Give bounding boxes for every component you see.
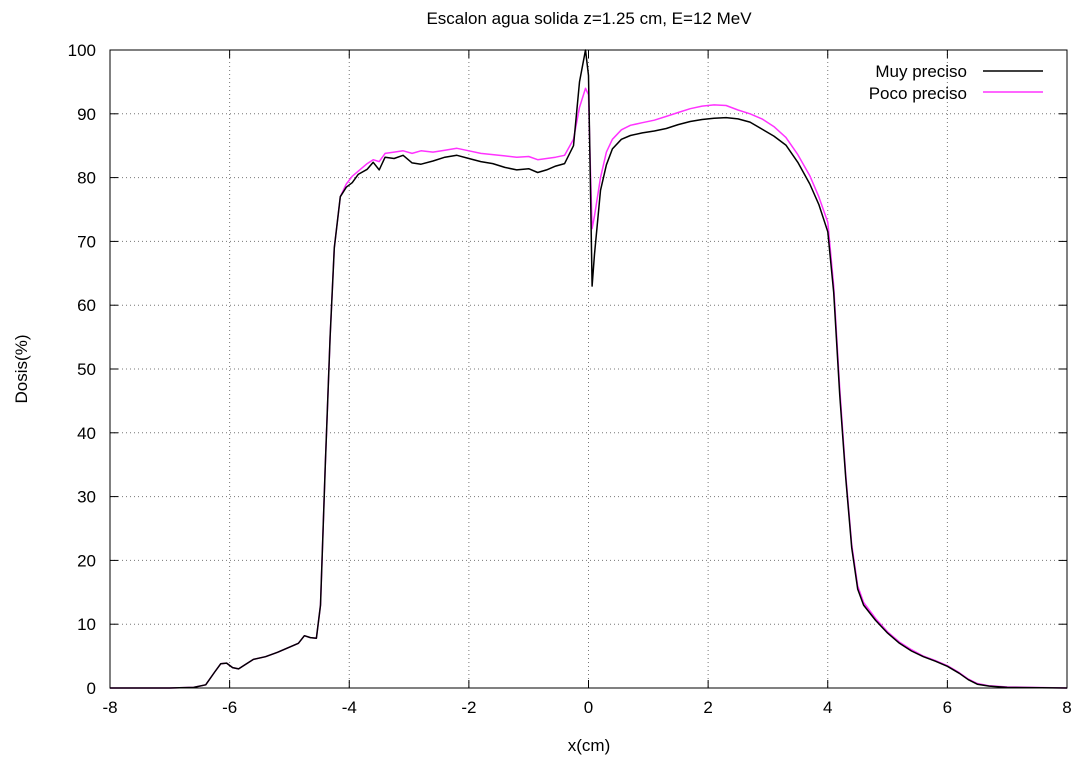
y-tick-label: 0 xyxy=(87,679,96,698)
legend: Muy preciso Poco preciso xyxy=(869,62,1043,103)
x-tick-label: 6 xyxy=(943,698,952,717)
y-tick-label: 20 xyxy=(77,551,96,570)
x-tick-label: 0 xyxy=(584,698,593,717)
plot-frame xyxy=(109,49,1068,689)
y-tick-label: 50 xyxy=(77,360,96,379)
y-tick-label: 40 xyxy=(77,424,96,443)
x-tick-label: 2 xyxy=(703,698,712,717)
y-axis-label: Dosis(%) xyxy=(12,335,31,404)
y-tick-label: 100 xyxy=(68,41,96,60)
chart-title: Escalon agua solida z=1.25 cm, E=12 MeV xyxy=(426,9,752,28)
x-tick-label: -6 xyxy=(222,698,237,717)
x-tick-label: 4 xyxy=(823,698,832,717)
x-tick-label: -2 xyxy=(461,698,476,717)
y-tick-label: 80 xyxy=(77,169,96,188)
y-tick-label: 90 xyxy=(77,105,96,124)
x-tick-label: 8 xyxy=(1062,698,1071,717)
y-tick-label: 30 xyxy=(77,488,96,507)
x-tick-label: -8 xyxy=(102,698,117,717)
y-tick-label: 70 xyxy=(77,232,96,251)
y-tick-label: 10 xyxy=(77,615,96,634)
y-tick-label: 60 xyxy=(77,296,96,315)
legend-label-muy-preciso: Muy preciso xyxy=(875,62,967,81)
series-line-muy-preciso xyxy=(110,49,1068,689)
x-tick-label: -4 xyxy=(342,698,357,717)
series-lines xyxy=(110,49,1068,689)
legend-label-poco-preciso: Poco preciso xyxy=(869,84,967,103)
x-axis-label: x(cm) xyxy=(568,736,610,755)
